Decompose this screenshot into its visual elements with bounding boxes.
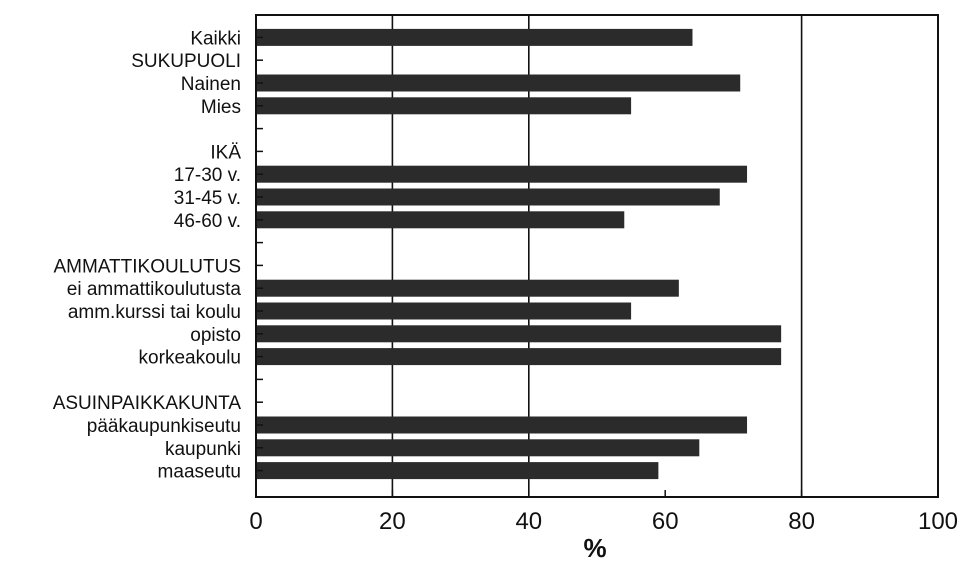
category-label: Mies xyxy=(201,97,241,118)
bar xyxy=(256,439,700,457)
x-tick-label: 0 xyxy=(249,508,262,535)
category-label: maaseutu xyxy=(158,462,241,483)
plot-frame xyxy=(255,14,939,498)
bar xyxy=(256,28,693,46)
category-label: korkeakoulu xyxy=(139,348,241,369)
category-label: kaupunki xyxy=(165,439,241,460)
category-label: opisto xyxy=(190,325,241,346)
group-header-label: AMMATTIKOULUTUS xyxy=(53,256,241,277)
category-label: Kaikki xyxy=(190,28,241,49)
x-tick-label: 100 xyxy=(918,508,958,535)
category-label: amm.kurssi tai koulu xyxy=(68,302,241,323)
group-header-label: SUKUPUOLI xyxy=(131,51,241,72)
group-header-label: IKÄ xyxy=(210,142,241,163)
bar xyxy=(256,211,625,229)
category-label: Nainen xyxy=(181,74,241,95)
bar xyxy=(256,462,659,480)
x-tick-label: 20 xyxy=(379,508,406,535)
bar xyxy=(256,97,632,115)
x-tick-label: 40 xyxy=(515,508,542,535)
bar xyxy=(256,325,782,343)
y-axis-ticks xyxy=(256,36,263,472)
bar xyxy=(256,165,748,183)
category-label: ei ammattikoulutusta xyxy=(67,279,242,300)
bar xyxy=(256,302,632,320)
category-label: 17-30 v. xyxy=(174,165,241,186)
category-label: 31-45 v. xyxy=(174,188,241,209)
category-label: 46-60 v. xyxy=(174,211,241,232)
bar xyxy=(256,279,679,297)
x-axis-tick-labels: 0 20 40 60 80 100 xyxy=(249,490,958,535)
bar xyxy=(256,74,741,92)
x-tick-label: 60 xyxy=(652,508,679,535)
group-header-label: ASUINPAIKKAKUNTA xyxy=(53,393,242,414)
x-tick-label: 80 xyxy=(788,508,815,535)
x-axis-title: % xyxy=(583,533,606,561)
bar xyxy=(256,416,748,434)
bar xyxy=(256,348,782,366)
bars xyxy=(256,28,782,480)
bar xyxy=(256,188,720,206)
category-label: pääkaupunkiseutu xyxy=(87,416,241,437)
